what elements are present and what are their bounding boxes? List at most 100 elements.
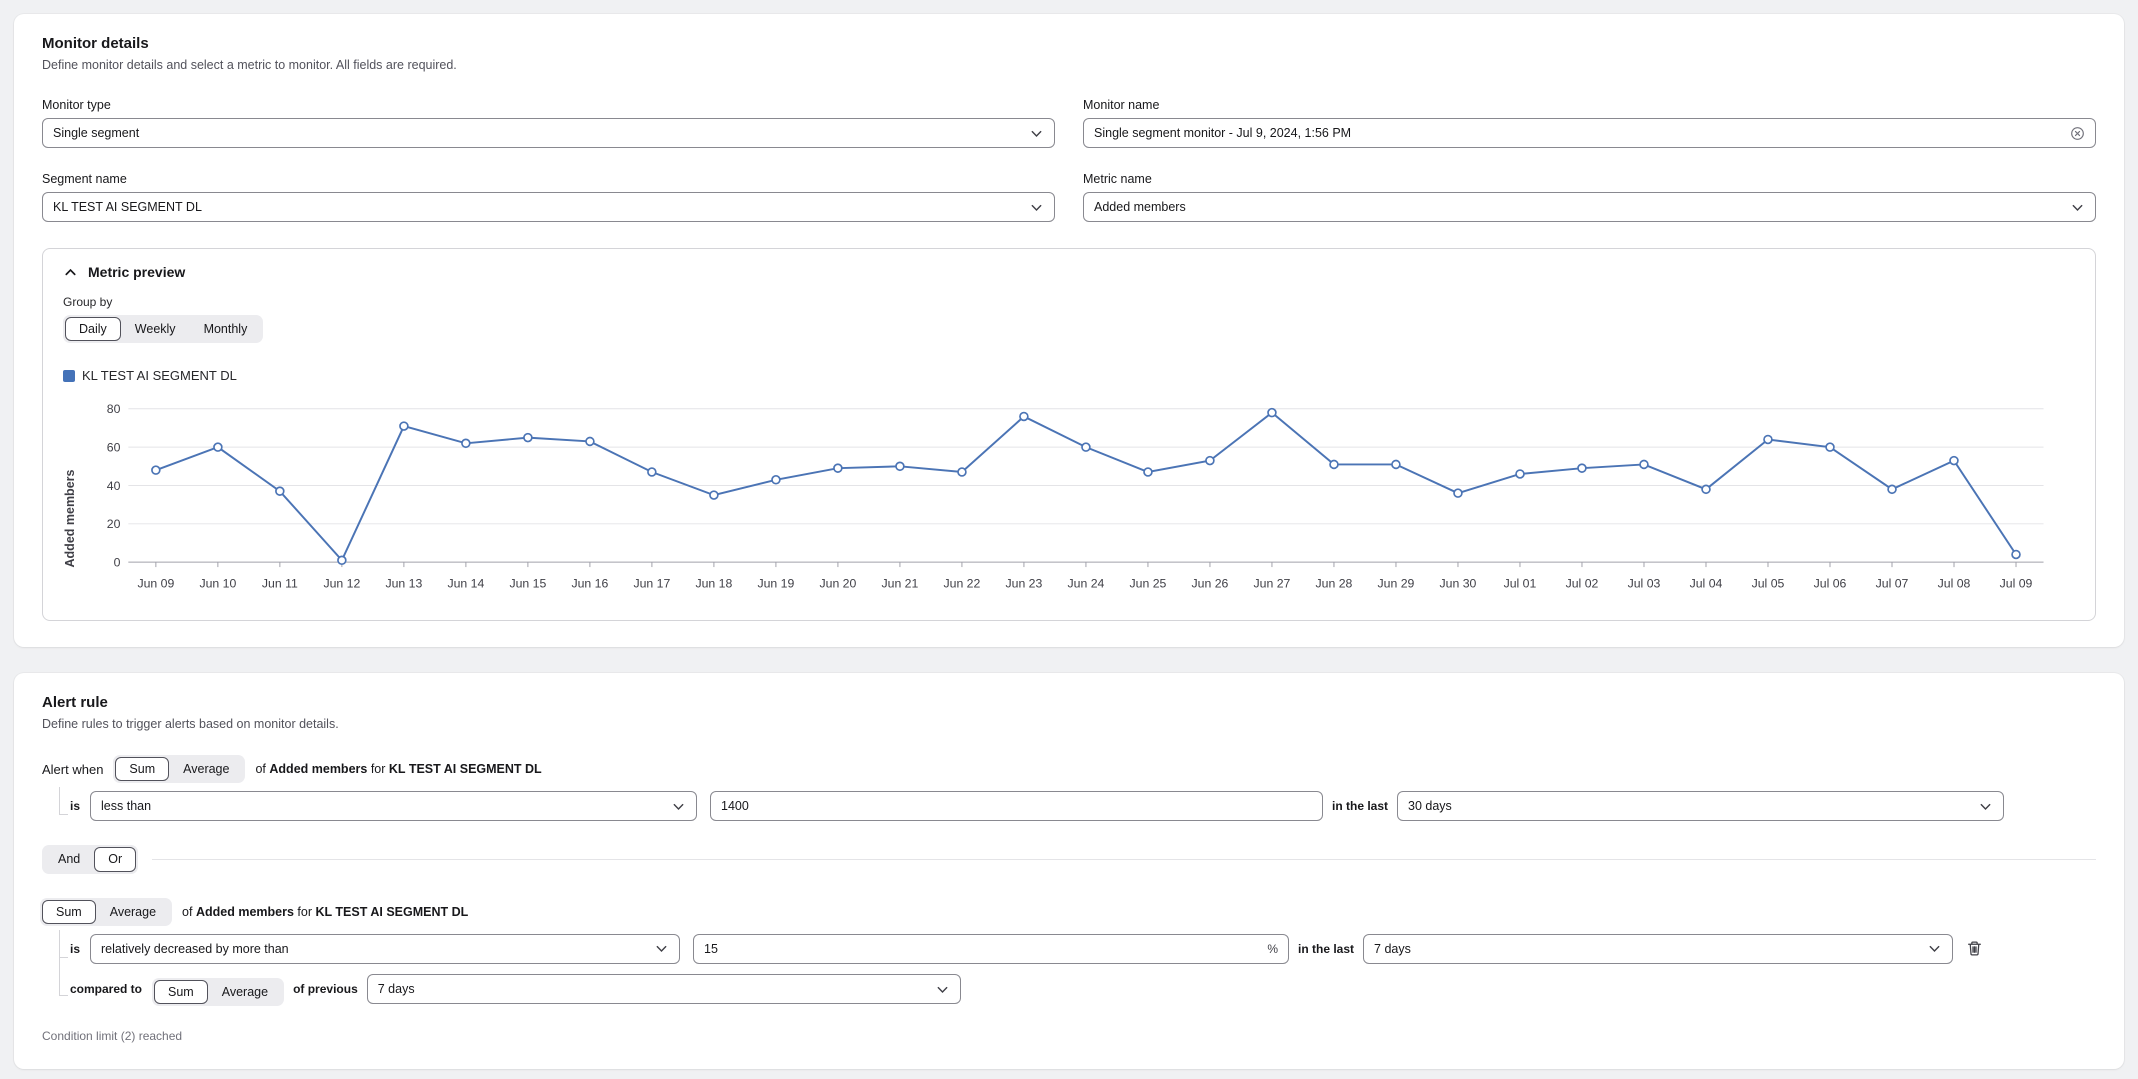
monitor-details-card: Monitor details Define monitor details a…: [14, 14, 2124, 647]
metric-preview-toggle[interactable]: Metric preview: [63, 264, 185, 280]
svg-text:Jun 27: Jun 27: [1254, 577, 1291, 591]
svg-text:Jun 15: Jun 15: [509, 577, 546, 591]
svg-text:Jul 01: Jul 01: [1504, 577, 1537, 591]
chevron-down-icon: [935, 982, 950, 997]
for-label: for: [370, 762, 386, 777]
svg-text:60: 60: [107, 441, 121, 455]
is-label: is: [70, 799, 81, 814]
condition-2-body: is relatively decreased by more than % i…: [42, 929, 2096, 1007]
monitor-name-field: Monitor name: [1083, 98, 2096, 148]
condition-1-body: is less than in the last 30 days: [42, 787, 2096, 822]
compared-to-label: compared to: [70, 982, 143, 997]
monitor-name-label: Monitor name: [1083, 98, 1160, 112]
condition-2-operator-select[interactable]: relatively decreased by more than: [90, 933, 681, 964]
svg-text:Jul 03: Jul 03: [1628, 577, 1661, 591]
chart-y-axis-label: Added members: [63, 469, 77, 568]
monitor-name-input-wrap: [1083, 118, 2096, 148]
condition-1-header: Alert when Sum Average of Added members …: [42, 754, 2096, 784]
compare-average-button[interactable]: Average: [208, 980, 282, 1004]
svg-text:Jun 20: Jun 20: [819, 577, 856, 591]
svg-text:Jun 10: Jun 10: [199, 577, 236, 591]
condition-2-sum-button[interactable]: Sum: [42, 899, 96, 924]
svg-text:20: 20: [107, 518, 121, 532]
chevron-down-icon: [654, 941, 669, 956]
condition-limit-note: Condition limit (2) reached: [42, 1029, 183, 1044]
of-label: of: [255, 762, 266, 777]
svg-text:Jul 04: Jul 04: [1690, 577, 1723, 591]
svg-text:Jun 26: Jun 26: [1192, 577, 1229, 591]
condition-2-segment: KL TEST AI SEGMENT DL: [315, 904, 469, 919]
combinator-control: And Or: [42, 845, 139, 874]
chart-legend: KL TEST AI SEGMENT DL: [63, 368, 2075, 383]
svg-text:Jul 08: Jul 08: [1938, 577, 1971, 591]
metric-name-select[interactable]: Added members: [1083, 192, 2096, 222]
svg-text:Jun 09: Jun 09: [137, 577, 174, 591]
group-by-label: Group by: [63, 295, 113, 309]
alert-rule-title: Alert rule: [42, 693, 108, 711]
condition-2-metric-text: of Added members for KL TEST AI SEGMENT …: [182, 905, 468, 919]
condition-2-threshold-input[interactable]: [704, 941, 1262, 956]
of-previous-label: of previous: [293, 982, 358, 997]
svg-text:80: 80: [107, 403, 121, 417]
svg-text:Jun 17: Jun 17: [633, 577, 670, 591]
group-by-daily-button[interactable]: Daily: [65, 317, 121, 342]
condition-1-metric-text: of Added members for KL TEST AI SEGMENT …: [255, 762, 541, 776]
and-button[interactable]: And: [44, 847, 94, 871]
monitor-name-input[interactable]: [1094, 126, 2070, 140]
svg-text:40: 40: [107, 479, 121, 493]
chevron-down-icon: [1927, 941, 1942, 956]
svg-text:Jun 21: Jun 21: [882, 577, 919, 591]
svg-text:Jul 09: Jul 09: [2000, 577, 2033, 591]
chevron-down-icon: [1978, 799, 1993, 814]
svg-text:Jun 29: Jun 29: [1378, 577, 1415, 591]
or-button[interactable]: Or: [94, 847, 137, 872]
tree-connector: [59, 994, 68, 996]
condition-1-metric: Added members: [269, 762, 368, 777]
condition-1-average-button[interactable]: Average: [169, 757, 243, 781]
svg-text:Jul 07: Jul 07: [1876, 577, 1909, 591]
clear-input-icon[interactable]: [2070, 126, 2085, 141]
alert-rule-card: Alert rule Define rules to trigger alert…: [14, 672, 2124, 1070]
compare-window-select[interactable]: 7 days: [366, 974, 961, 1005]
chevron-down-icon: [1029, 126, 1044, 141]
group-by-monthly-button[interactable]: Monthly: [190, 317, 262, 341]
monitor-type-select[interactable]: Single segment: [42, 118, 1055, 148]
group-by-weekly-button[interactable]: Weekly: [121, 317, 190, 341]
svg-text:Jun 19: Jun 19: [757, 577, 794, 591]
of-label: of: [182, 904, 193, 919]
monitor-details-title: Monitor details: [42, 35, 149, 52]
tree-connector: [59, 814, 68, 816]
condition-1-operator-value: less than: [101, 799, 152, 814]
condition-1-segment: KL TEST AI SEGMENT DL: [388, 762, 542, 777]
for-label: for: [297, 904, 312, 919]
delete-condition-button[interactable]: [1964, 938, 1985, 959]
svg-text:Jun 18: Jun 18: [695, 577, 732, 591]
condition-1-sum-button[interactable]: Sum: [115, 756, 170, 782]
condition-1-agg-control: Sum Average: [113, 754, 246, 784]
segment-name-select[interactable]: KL TEST AI SEGMENT DL: [42, 192, 1055, 222]
monitor-details-subtitle: Define monitor details and select a metr…: [42, 58, 457, 72]
condition-1-operator-select[interactable]: less than: [90, 791, 698, 822]
svg-text:Jun 22: Jun 22: [944, 577, 981, 591]
condition-2-metric: Added members: [195, 904, 294, 919]
svg-text:Jul 06: Jul 06: [1814, 577, 1847, 591]
svg-text:Jun 12: Jun 12: [323, 577, 360, 591]
compare-sum-button[interactable]: Sum: [154, 979, 208, 1005]
svg-text:Jul 02: Jul 02: [1566, 577, 1599, 591]
chevron-down-icon: [2070, 200, 2085, 215]
svg-text:Jul 05: Jul 05: [1752, 577, 1785, 591]
percent-suffix: %: [1267, 941, 1279, 956]
condition-1-threshold-wrap: [710, 791, 1324, 822]
condition-2-operator-value: relatively decreased by more than: [101, 941, 289, 956]
condition-1-window-select[interactable]: 30 days: [1397, 791, 2005, 822]
in-the-last-label: in the last: [1332, 799, 1389, 814]
svg-text:Jun 30: Jun 30: [1440, 577, 1477, 591]
condition-2-average-button[interactable]: Average: [96, 900, 170, 924]
condition-2-window-value: 7 days: [1374, 941, 1411, 956]
svg-text:Jun 28: Jun 28: [1316, 577, 1353, 591]
condition-2-threshold-wrap: %: [693, 933, 1290, 964]
monitor-fields: Monitor type Single segment Monitor name…: [42, 98, 2096, 222]
chart-plot-area: 0 20 40 60 80 Jun 09 Jun 10 Jun 11 Jun 12 Jun 13 J…: [107, 403, 2044, 591]
condition-1-threshold-input[interactable]: [721, 799, 1313, 814]
condition-2-window-select[interactable]: 7 days: [1363, 933, 1954, 964]
